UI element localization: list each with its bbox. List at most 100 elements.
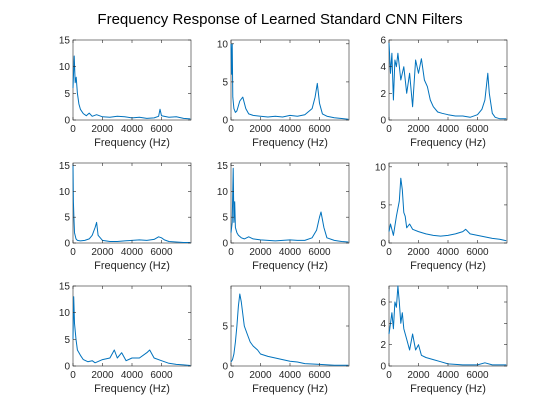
subplot-9-x-tick-label: 0 [386,370,392,381]
subplot-9-x-tick-label: 2000 [407,370,430,381]
figure-title: Frequency Response of Learned Standard C… [97,11,462,28]
subplot-4-x-tick-label: 0 [70,247,76,258]
subplot-8-x-axis-label: Frequency (Hz) [252,383,328,395]
subplot-5-series-line [230,167,349,243]
subplot-9-y-tick-label: 2 [380,340,386,351]
subplot-8-axes-box [230,285,350,367]
subplot-4-x-tick-label: 6000 [150,247,173,258]
subplot-3-y-tick-label: 6 [380,36,386,47]
subplot-2-x-tick-label: 0 [228,124,234,135]
subplot-2-x-tick-label: 6000 [308,124,331,135]
subplot-6-y-tick-label: 0 [380,239,386,250]
subplot-4-y-tick-label: 10 [59,187,71,198]
subplot-7-y-tick-label: 15 [59,282,71,293]
subplot-5-y-tick-label: 0 [222,239,228,250]
subplot-6-x-tick-label: 6000 [466,247,489,258]
subplot-1-y-tick-label: 0 [64,116,70,127]
subplot-3-axes-box [388,39,508,121]
subplot-7-x-axis-label: Frequency (Hz) [94,383,170,395]
subplot-3: 0 2000 4000 6000 0 2 4 6 Frequency (Hz) [380,36,508,149]
subplot-9-x-tick-label: 6000 [466,370,489,381]
subplot-7: 0 2000 4000 6000 0 5 10 15 Frequency (Hz) [59,282,192,395]
subplot-7-series-line [72,296,191,366]
subplot-8-x-tick-label: 2000 [249,370,272,381]
subplot-6-y-tick-label: 5 [380,200,386,211]
subplot-3-x-tick-label: 6000 [466,124,489,135]
subplot-5-x-axis-label: Frequency (Hz) [252,260,328,272]
subplot-9-y-tick-label: 4 [380,319,386,330]
subplot-3-y-tick-label: 0 [380,116,386,127]
subplot-8-series-line [230,293,349,366]
subplot-1-series-line [72,55,191,120]
subplot-2-x-tick-label: 2000 [249,124,272,135]
subplot-5: 0 2000 4000 6000 0 5 10 15 Frequency (Hz) [217,161,350,272]
subplot-1: 0 2000 4000 6000 0 5 10 15 Frequency (Hz) [59,36,192,149]
subplot-8-y-tick-label: 0 [222,362,228,373]
subplot-7-x-tick-label: 4000 [121,370,144,381]
subplot-2-y-tick-label: 5 [222,77,228,88]
subplot-6: 0 2000 4000 6000 0 5 10 Frequency (Hz) [375,162,508,272]
subplot-5-y-tick-label: 5 [222,213,228,224]
subplot-8-y-tick-label: 5 [222,322,228,333]
subplot-1-x-tick-label: 2000 [91,124,114,135]
subplot-1-y-tick-label: 5 [64,89,70,100]
subplot-2-y-tick-label: 0 [222,116,228,127]
subplot-1-axes-box [72,39,192,121]
subplot-6-x-tick-label: 2000 [407,247,430,258]
subplot-4-y-tick-label: 15 [59,161,71,172]
subplot-7-axes-box [72,285,192,367]
subplot-7-y-tick-label: 5 [64,335,70,346]
subplot-3-y-tick-label: 2 [380,89,386,100]
subplot-6-x-tick-label: 4000 [437,247,460,258]
subplot-7-y-tick-label: 0 [64,362,70,373]
subplot-5-x-tick-label: 6000 [308,247,331,258]
subplot-2-axes-box [230,39,350,121]
subplot-7-y-tick-label: 10 [59,308,71,319]
subplot-4-y-tick-label: 0 [64,239,70,250]
subplot-9-y-tick-label: 6 [380,298,386,309]
subplot-5-y-tick-label: 10 [217,187,229,198]
subplot-2-x-tick-label: 4000 [279,124,302,135]
subplot-3-x-tick-label: 4000 [437,124,460,135]
subplot-5-x-tick-label: 4000 [279,247,302,258]
subplot-3-x-axis-label: Frequency (Hz) [410,137,486,149]
subplot-6-x-tick-label: 0 [386,247,392,258]
subplot-1-y-tick-label: 15 [59,36,71,47]
subplot-5-axes-box [230,162,350,244]
subplot-4-x-tick-label: 2000 [91,247,114,258]
subplot-6-y-tick-label: 10 [375,162,387,173]
subplot-8-x-tick-label: 0 [228,370,234,381]
subplot-2-x-axis-label: Frequency (Hz) [252,137,328,149]
subplot-3-y-tick-label: 4 [380,62,386,73]
subplot-1-x-tick-label: 0 [70,124,76,135]
subplot-1-x-tick-label: 6000 [150,124,173,135]
subplot-5-x-tick-label: 0 [228,247,234,258]
subplot-8: 0 2000 4000 6000 0 5 Frequency (Hz) [222,285,350,395]
subplot-9-x-axis-label: Frequency (Hz) [410,383,486,395]
subplot-2: 0 2000 4000 6000 0 5 10 Frequency (Hz) [217,39,350,149]
subplot-5-y-tick-label: 15 [217,161,229,172]
subplot-5-x-tick-label: 2000 [249,247,272,258]
subplot-4-x-axis-label: Frequency (Hz) [94,260,170,272]
subplot-7-x-tick-label: 6000 [150,370,173,381]
subplot-6-series-line [388,177,507,242]
subplot-7-x-tick-label: 0 [70,370,76,381]
subplot-2-series-line [230,43,349,120]
subplot-3-x-tick-label: 0 [386,124,392,135]
subplot-9-x-tick-label: 4000 [437,370,460,381]
subplot-4-y-tick-label: 5 [64,213,70,224]
subplot-4-x-tick-label: 4000 [121,247,144,258]
subplot-8-x-tick-label: 4000 [279,370,302,381]
subplot-9: 0 2000 4000 6000 0 2 4 6 Frequency (Hz) [380,285,508,395]
subplot-1-x-axis-label: Frequency (Hz) [94,137,170,149]
subplot-1-y-tick-label: 10 [59,62,71,73]
subplot-9-axes-box [388,285,508,367]
subplot-9-y-tick-label: 0 [380,362,386,373]
subplot-6-x-axis-label: Frequency (Hz) [410,260,486,272]
subplot-7-x-tick-label: 2000 [91,370,114,381]
subplot-4-axes-box [72,162,192,244]
subplot-1-x-tick-label: 4000 [121,124,144,135]
subplot-3-series-line [388,42,507,120]
